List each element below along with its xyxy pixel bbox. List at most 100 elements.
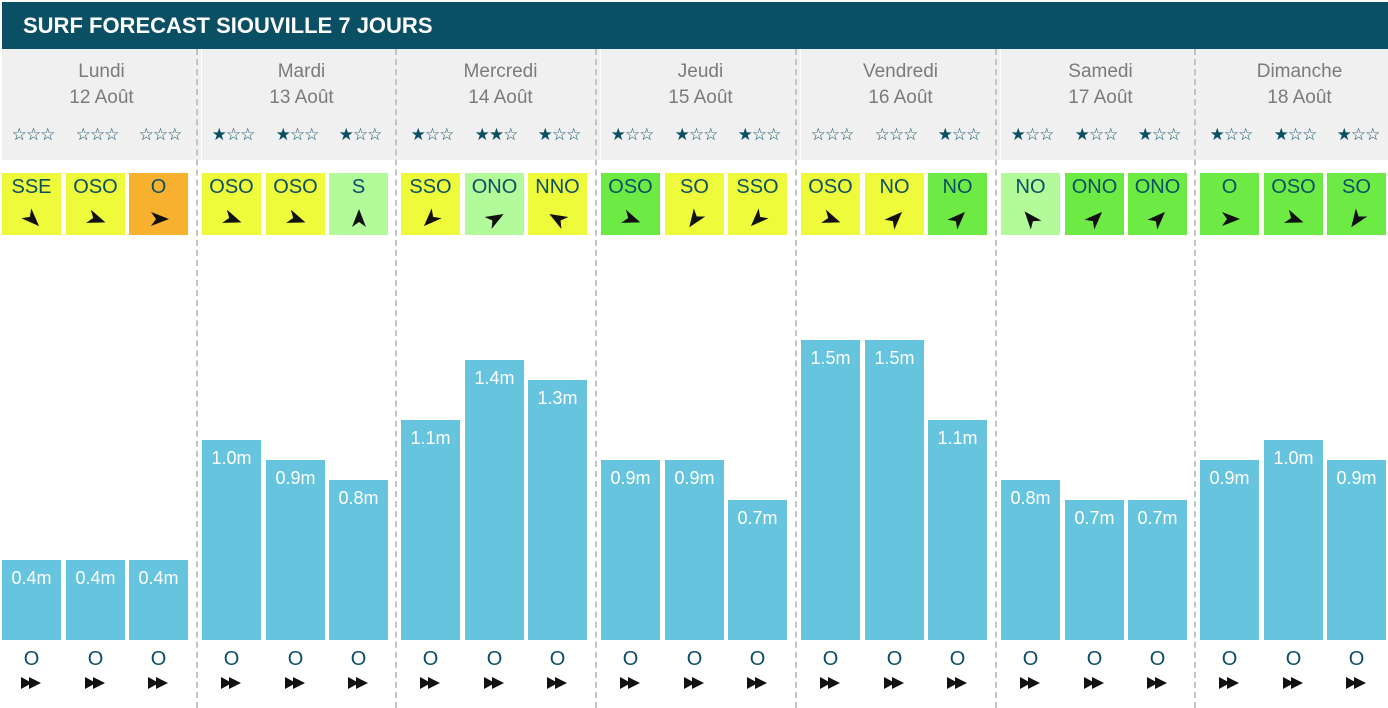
day-separator <box>196 49 198 708</box>
wave-height-label: 1.5m <box>874 348 915 368</box>
wind-direction-label: ONO <box>1134 176 1181 198</box>
wind-arrow-icon <box>1084 211 1103 230</box>
swell-direction-icon <box>620 677 640 689</box>
swell-direction-icon <box>1084 677 1104 689</box>
swell-direction-label: O <box>23 648 40 670</box>
wave-height-label: 1.1m <box>937 428 978 448</box>
swell-direction-icon <box>285 677 305 689</box>
star-rating: ★☆☆ <box>1137 125 1182 145</box>
day-date: 13 Août <box>269 87 334 108</box>
swell-direction-icon <box>820 677 840 689</box>
swell-direction-label: O <box>350 648 367 670</box>
wind-cell: OSO <box>266 173 325 235</box>
wind-arrow-icon <box>286 209 306 223</box>
wave-height-bar <box>928 420 987 640</box>
day-header: Mardi 13 Août ★☆☆ ★☆☆ ★☆☆ <box>202 49 401 160</box>
wind-direction-label: OSO <box>273 176 318 198</box>
wave-height-label: 1.4m <box>474 368 515 388</box>
wind-direction-label: O <box>150 176 167 198</box>
wind-arrow-icon <box>1284 209 1304 223</box>
swell-direction-label: O <box>749 648 766 670</box>
wind-cell: SO <box>665 173 724 235</box>
swell-direction-label: O <box>150 648 167 670</box>
star-rating: ★☆☆ <box>275 125 320 145</box>
wind-direction-label: SSO <box>736 176 779 198</box>
swell-direction-label: O <box>422 648 439 670</box>
wind-direction-label: NO <box>879 176 910 198</box>
wind-cell: OSO <box>801 173 860 235</box>
wind-arrow-icon <box>423 208 442 227</box>
swell-direction-icon <box>148 677 168 689</box>
wave-height-label: 0.8m <box>1010 488 1051 508</box>
wave-height-bar <box>665 460 724 640</box>
wind-arrow-icon <box>821 209 841 223</box>
wave-height-bar <box>1264 440 1323 640</box>
star-rating: ☆☆☆ <box>138 125 183 145</box>
day-name: Mercredi <box>463 61 538 82</box>
swell-direction-label: O <box>622 648 639 670</box>
wind-arrow-icon <box>1024 211 1042 230</box>
wave-height-label: 1.0m <box>1273 448 1314 468</box>
wave-height-bar <box>528 380 587 640</box>
wind-cell: OSO <box>202 173 261 235</box>
star-rating: ★☆☆ <box>211 125 256 145</box>
swell-direction-icon <box>884 677 904 689</box>
day-header: Vendredi 16 Août ☆☆☆ ☆☆☆ ★☆☆ <box>801 49 1000 160</box>
wave-height-bar <box>329 480 388 640</box>
wave-height-bar <box>465 360 524 640</box>
day-name: Jeudi <box>677 61 724 82</box>
star-rating: ★☆☆ <box>410 125 455 145</box>
wave-height-bar <box>2 560 61 640</box>
wave-height-bar <box>728 500 787 640</box>
day-separator <box>595 49 597 708</box>
wave-height-bar <box>1327 460 1386 640</box>
wind-arrow-icon <box>352 209 366 227</box>
day-header: Lundi 12 Août ☆☆☆ ☆☆☆ ☆☆☆ <box>2 49 201 160</box>
day-separator <box>1194 49 1196 708</box>
wind-direction-label: OSO <box>209 176 254 198</box>
wave-height-label: 0.9m <box>275 468 316 488</box>
wind-arrow-icon <box>621 209 641 223</box>
swell-direction-label: O <box>486 648 503 670</box>
day-column: Dimanche 18 Août ★☆☆ ★☆☆ ★☆☆ O OSO SO 0.9m 1.0m 0.… <box>1200 49 1388 708</box>
swell-direction-label: O <box>287 648 304 670</box>
wind-arrow-icon <box>151 212 169 226</box>
swell-direction-icon <box>547 677 567 689</box>
star-rating: ★☆☆ <box>610 125 655 145</box>
wave-height-bar <box>266 460 325 640</box>
day-column: Jeudi 15 Août ★☆☆ ★☆☆ ★☆☆ OSO SO SSO 0.9m 0.9m 0.7… <box>601 49 800 708</box>
star-rating: ☆☆☆ <box>874 125 919 145</box>
wind-direction-label: S <box>351 176 366 198</box>
wind-direction-label: SO <box>1342 176 1371 198</box>
forecast-grid: Lundi 12 Août ☆☆☆ ☆☆☆ ☆☆☆ SSE OSO O 0.4m 0.4m 0.4m… <box>0 49 1388 708</box>
wind-cell: ONO <box>465 173 524 235</box>
star-rating: ★☆☆ <box>937 125 982 145</box>
star-rating: ★☆☆ <box>1010 125 1055 145</box>
day-header: Mercredi 14 Août ★☆☆ ★★☆ ★☆☆ <box>401 49 600 160</box>
day-column: Mardi 13 Août ★☆☆ ★☆☆ ★☆☆ OSO OSO S 1.0m 0.9m 0.8m… <box>202 49 401 708</box>
wave-height-bar <box>801 340 860 640</box>
wave-height-label: 0.7m <box>737 508 778 528</box>
day-separator <box>995 49 997 708</box>
wind-cell: O <box>129 173 188 235</box>
wind-cell: SSO <box>401 173 460 235</box>
wind-cell: NO <box>1001 173 1060 235</box>
wind-arrow-icon <box>1351 208 1368 228</box>
wind-arrow-icon <box>1147 211 1166 230</box>
star-rating: ★☆☆ <box>1273 125 1318 145</box>
wind-cell: NO <box>865 173 924 235</box>
wave-height-bar <box>1200 460 1259 640</box>
swell-direction-label: O <box>1086 648 1103 670</box>
wind-cell: SSE <box>2 173 61 235</box>
wind-arrow-icon <box>1222 212 1240 226</box>
day-date: 12 Août <box>69 87 134 108</box>
day-separator <box>795 49 797 708</box>
star-rating: ★☆☆ <box>737 125 782 145</box>
wind-direction-label: ONO <box>471 176 518 198</box>
swell-direction-icon <box>221 677 241 689</box>
swell-direction-label: O <box>1149 648 1166 670</box>
star-rating: ★☆☆ <box>1209 125 1254 145</box>
wave-height-label: 0.9m <box>1209 468 1250 488</box>
swell-direction-icon <box>484 677 504 689</box>
swell-direction-label: O <box>822 648 839 670</box>
